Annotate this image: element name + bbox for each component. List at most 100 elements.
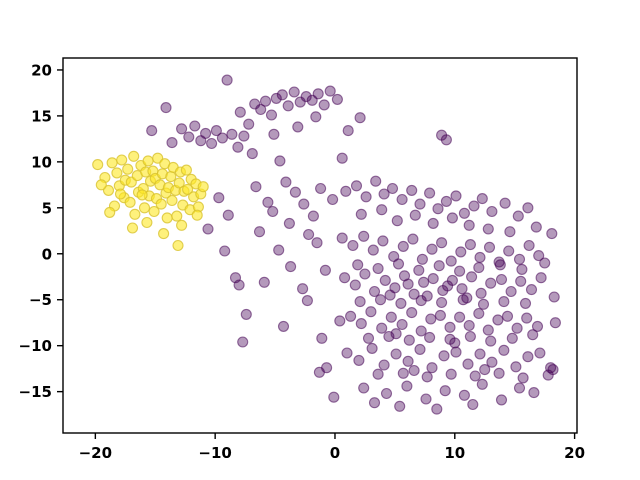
scatter-point (255, 103, 267, 116)
scatter-point (469, 370, 481, 382)
scatter-point (246, 148, 258, 160)
scatter-point (274, 155, 286, 167)
y-axis-tick-label: 20 (31, 61, 52, 79)
scatter-point (270, 92, 282, 104)
scatter-point (200, 127, 212, 139)
scatter-point (535, 272, 547, 284)
scatter-point (339, 272, 351, 284)
scatter-point (180, 164, 192, 176)
scatter-point (463, 319, 475, 332)
scatter-point (226, 128, 238, 140)
scatter-point (495, 273, 508, 286)
y-axis-tick-label: −10 (19, 337, 52, 355)
scatter-point (222, 209, 234, 221)
scatter-point (213, 192, 225, 204)
scatter-point (288, 86, 300, 98)
scatter-point (300, 91, 312, 103)
scatter-point (401, 380, 413, 392)
scatter-point (102, 184, 115, 196)
scatter-point (347, 239, 359, 252)
scatter-point (377, 235, 389, 247)
scatter-point (315, 182, 327, 195)
scatter-point (482, 324, 494, 336)
scatter-point (331, 93, 343, 105)
scatter-point (285, 261, 297, 273)
scatter-point (542, 369, 554, 381)
scatter-point (172, 239, 184, 252)
scatter-point (166, 137, 178, 149)
scatter-point (385, 311, 397, 323)
scatter-point (506, 332, 518, 344)
ticks-layer: −20 −10 0 10 20 −15 −10 −5 0 5 10 15 20 (19, 61, 585, 462)
scatter-point (378, 188, 390, 200)
scatter-point (473, 262, 485, 274)
scatter-point (433, 260, 445, 272)
scatter-point (450, 190, 462, 202)
scatter-point (486, 205, 498, 218)
scatter-point (191, 209, 203, 221)
scatter-point (253, 226, 266, 238)
scatter-point (473, 307, 485, 320)
scatter-point (319, 264, 331, 276)
scatter-point (116, 154, 128, 166)
scatter-point (352, 259, 364, 271)
scatter-point (499, 197, 511, 209)
scatter-point (501, 310, 514, 322)
scatter-point (461, 292, 473, 304)
scatter-point (379, 274, 391, 286)
scatter-point (503, 245, 515, 257)
scatter-point (415, 325, 427, 337)
scatter-point (189, 120, 201, 132)
scatter-point (328, 391, 340, 403)
scatter-point (486, 356, 498, 368)
scatter-point (354, 112, 366, 124)
scatter-point (376, 322, 388, 334)
scatter-point (206, 137, 218, 150)
scatter-point (276, 89, 288, 101)
scatter-point (513, 253, 526, 265)
scatter-point (122, 163, 134, 175)
scatter-point (409, 209, 421, 221)
scatter-point (421, 371, 433, 383)
scatter-point (494, 259, 506, 271)
scatter-point (310, 111, 322, 123)
scatter-point (182, 183, 194, 195)
scatter-point (360, 191, 372, 203)
scatter-point (158, 228, 170, 240)
scatter-point (477, 298, 490, 310)
scatter-point (380, 387, 393, 400)
scatter-point (522, 202, 534, 214)
series-cluster-purple (146, 74, 561, 415)
scatter-point (345, 310, 357, 322)
scatter-point (458, 207, 470, 219)
scatter-point (292, 121, 304, 133)
scatter-point (136, 189, 148, 201)
scatter-point (367, 244, 379, 256)
scatter-point (268, 128, 280, 140)
y-axis-tick-label: 10 (31, 153, 52, 171)
scatter-point (479, 364, 491, 376)
scatter-point (262, 196, 274, 208)
scatter-point (142, 155, 154, 167)
scatter-point (444, 321, 456, 333)
scatter-point (498, 344, 510, 356)
scatter-point (336, 152, 348, 164)
scatter-point (106, 157, 118, 169)
x-axis-tick-label: 0 (330, 444, 340, 462)
scatter-point (442, 280, 454, 292)
scatter-point (512, 210, 524, 222)
scatter-point (511, 322, 523, 334)
scatter-point (483, 241, 496, 253)
scatter-point (468, 200, 480, 212)
y-axis-tick-label: −5 (29, 291, 52, 309)
scatter-point (124, 196, 136, 208)
scatter-point (311, 237, 323, 249)
scatter-point (313, 366, 325, 378)
scatter-point (439, 385, 451, 397)
scatter-point (370, 175, 382, 187)
scatter-point (354, 296, 366, 308)
scatter-point (420, 393, 432, 405)
scatter-point (436, 237, 448, 249)
scatter-point (392, 258, 405, 270)
